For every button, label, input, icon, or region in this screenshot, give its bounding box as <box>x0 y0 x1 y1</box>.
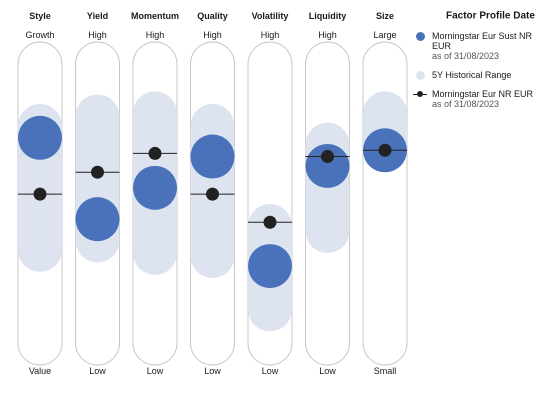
legend-fund-swatch <box>416 32 425 41</box>
factor-profile-chart: Style Growth Value Yield High Low Momentum High… <box>17 11 408 376</box>
factor-top-label-momentum: High <box>146 30 165 40</box>
factor-top-label-quality: High <box>203 30 222 40</box>
fund-marker-liquidity <box>305 143 350 188</box>
factor-header-yield: Yield <box>87 11 108 21</box>
factor-bottom-label-style: Value <box>29 366 51 376</box>
factor-header-size: Size <box>376 11 394 21</box>
legend-item-benchmark: Morningstar Eur NR EUR as of 31/08/2023 <box>412 89 534 109</box>
legend-range-swatch <box>416 71 425 80</box>
legend-item-range: 5Y Historical Range <box>412 70 534 80</box>
legend-benchmark-swatch <box>413 91 427 97</box>
factor-header-liquidity: Liquidity <box>309 11 347 21</box>
factor-bottom-label-liquidity: Low <box>319 366 336 376</box>
factor-track-size <box>362 41 408 366</box>
fund-marker-momentum <box>133 165 177 210</box>
benchmark-marker-volatility <box>263 215 277 229</box>
factor-top-label-size: Large <box>373 30 396 40</box>
factor-header-quality: Quality <box>197 11 228 21</box>
benchmark-marker-momentum <box>148 146 162 160</box>
legend-fund-label: Morningstar Eur Sust NR EUR <box>432 31 533 51</box>
fund-marker-quality <box>190 134 235 179</box>
factor-top-label-volatility: High <box>261 30 280 40</box>
legend-fund-date: as of 31/08/2023 <box>432 51 500 61</box>
benchmark-marker-quality <box>206 187 219 201</box>
fund-marker-volatility <box>248 244 292 289</box>
legend-benchmark-label: Morningstar Eur NR EUR <box>432 89 534 99</box>
fund-marker-style <box>18 115 62 160</box>
factor-top-label-liquidity: High <box>318 30 337 40</box>
factor-bottom-label-size: Small <box>374 366 397 376</box>
benchmark-marker-yield <box>91 165 104 179</box>
factor-top-label-style: Growth <box>25 30 54 40</box>
factor-bottom-label-volatility: Low <box>262 366 279 376</box>
fund-marker-yield <box>75 197 120 242</box>
legend-range-label: 5Y Historical Range <box>432 70 512 80</box>
factor-bottom-label-momentum: Low <box>147 366 164 376</box>
benchmark-marker-liquidity <box>321 150 334 164</box>
factor-bottom-label-quality: Low <box>204 366 221 376</box>
factor-header-style: Style <box>29 11 51 21</box>
benchmark-marker-style <box>33 187 47 201</box>
factor-header-volatility: Volatility <box>252 11 289 21</box>
factor-header-momentum: Momentum <box>131 11 179 21</box>
legend-title-text: Factor Profile Date <box>446 10 535 22</box>
legend-benchmark-date: as of 31/08/2023 <box>432 99 500 109</box>
legend: Factor Profile Datei Morningstar Eur Sus… <box>412 8 535 109</box>
factor-bottom-label-yield: Low <box>89 366 106 376</box>
legend-title: Factor Profile Datei <box>446 10 535 22</box>
benchmark-marker-size <box>378 143 392 157</box>
legend-item-fund: Morningstar Eur Sust NR EUR as of 31/08/… <box>412 31 534 61</box>
factor-top-label-yield: High <box>88 30 107 40</box>
